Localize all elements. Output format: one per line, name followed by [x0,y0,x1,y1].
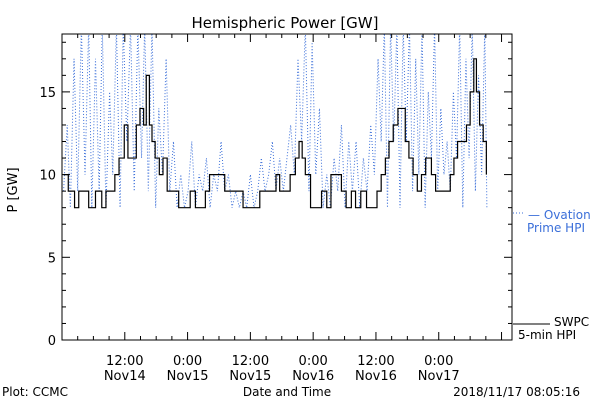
y-tick-label: 0 [48,334,56,349]
x-tick-time-label: 0:00 [424,354,453,369]
plot-credit: Plot: CCMC [2,385,68,399]
chart-title: Hemispheric Power [GW] [192,14,379,32]
legend-ovation-line2: Prime HPI [527,221,585,235]
x-tick-date-label: Nov16 [292,369,334,384]
x-tick-time-label: 12:00 [232,354,269,369]
legend-swpc-line1: SWPC [554,315,589,329]
y-axis: 0 5 10 15 [39,41,512,349]
x-tick-date-label: Nov16 [355,369,397,384]
x-tick-date-label: Nov14 [104,369,146,384]
y-tick-label: 15 [39,86,56,101]
x-tick-date-label: Nov17 [418,369,460,384]
x-tick-time-label: 0:00 [299,354,328,369]
x-tick-date-label: Nov15 [229,369,271,384]
timestamp: 2018/11/17 08:05:16 [453,385,580,399]
plot-frame [61,33,513,341]
y-tick-label: 5 [48,251,56,266]
x-tick-time-label: 0:00 [173,354,202,369]
legend: — Ovation Prime HPI SWPC 5-min HPI [513,208,591,342]
series-swpc-line [63,58,487,209]
y-tick-label: 10 [39,169,56,184]
x-tick-date-label: Nov15 [167,369,209,384]
x-axis: 12:00Nov140:00Nov1512:00Nov150:00Nov1612… [61,34,503,384]
y-axis-label: P [GW] [6,167,21,212]
x-axis-label: Date and Time [243,385,331,399]
x-tick-time-label: 12:00 [106,354,143,369]
legend-ovation-line1: — Ovation [528,208,591,222]
legend-swpc-line2: 5-min HPI [518,328,576,342]
series-ovation-line [63,34,488,208]
x-tick-time-label: 12:00 [357,354,394,369]
